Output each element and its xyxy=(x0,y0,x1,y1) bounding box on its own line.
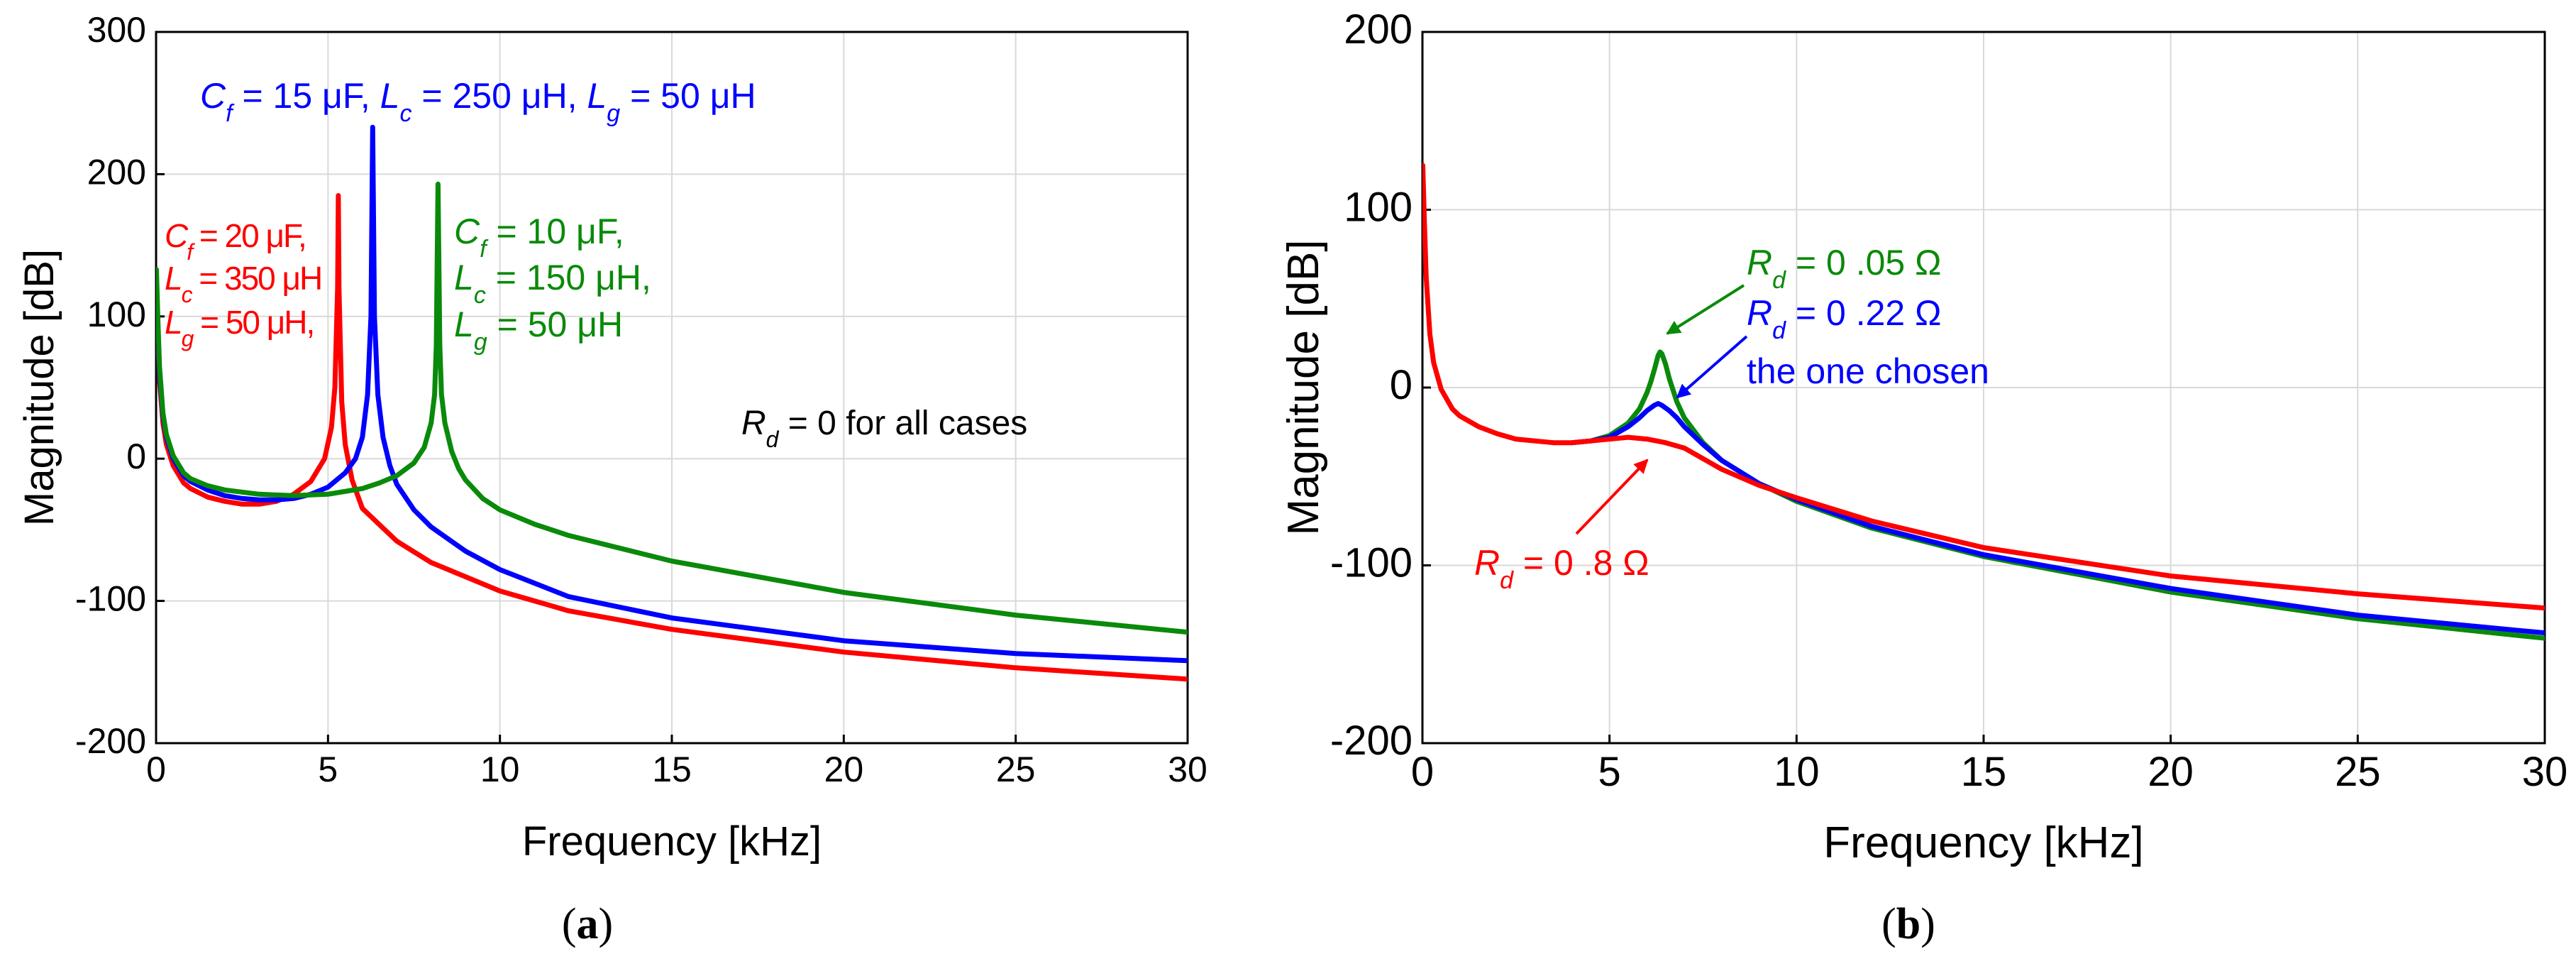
chart-b-xtick-label: 0 xyxy=(1411,749,1434,795)
chart-b-xtick-label: 25 xyxy=(2335,749,2381,795)
caption-b: (b) xyxy=(1881,900,1935,948)
chart-a-xtick-label: 20 xyxy=(824,750,864,789)
annotation-b-blue: Rd = 0 .22 Ω xyxy=(1747,293,1942,344)
annotation-a-blue: Cf = 15 μF, Lc = 250 μH, Lg = 50 μH xyxy=(200,76,756,127)
chart-a-ytick-label: 100 xyxy=(87,295,146,334)
chart-b-xtick-label: 30 xyxy=(2522,749,2568,795)
annotation-a-green-lc: Lc = 150 μH, xyxy=(454,258,651,309)
chart-b-ylabel: Magnitude [dB] xyxy=(1279,239,1328,535)
chart-b-xlabel: Frequency [kHz] xyxy=(1823,818,2143,867)
annotation-a-green-cf: Cf = 10 μF, xyxy=(454,212,624,263)
chart-b-xtick-label: 5 xyxy=(1598,749,1621,795)
chart-a-xtick-label: 5 xyxy=(318,750,338,789)
annotation-a-red-cf: Cf = 20 μF, xyxy=(165,217,306,265)
chart-b-xtick-label: 15 xyxy=(1961,749,2007,795)
annotation-b-blue-note: the one chosen xyxy=(1747,351,1989,391)
annotation-b-green: Rd = 0 .05 Ω xyxy=(1747,243,1942,294)
chart-a-xlabel: Frequency [kHz] xyxy=(522,818,822,865)
chart-a-ytick-label: 300 xyxy=(87,10,146,50)
chart-a-xtick-label: 30 xyxy=(1168,750,1207,789)
chart-b-ytick-label: -100 xyxy=(1330,540,1413,586)
chart-a-ytick-label: 200 xyxy=(87,152,146,192)
chart-b-xtick-label: 20 xyxy=(2147,749,2194,795)
chart-a-xtick-label: 0 xyxy=(146,750,166,789)
chart-b-xtick-label: 10 xyxy=(1774,749,1820,795)
chart-a-xtick-label: 15 xyxy=(652,750,692,789)
chart-a-grid xyxy=(156,32,1188,743)
annotation-a-red-lg: Lg = 50 μH, xyxy=(165,304,314,351)
chart-a-xtick-label: 10 xyxy=(480,750,520,789)
caption-a: (a) xyxy=(562,900,613,948)
chart-b-series-blue-line xyxy=(1569,401,2545,636)
chart-a: 0 5 10 15 20 25 30 -200 -100 0 100 200 300 Frequency… xyxy=(16,10,1207,948)
chart-a-series-red-line xyxy=(156,193,1188,682)
arrow-b-blue xyxy=(1676,335,1748,399)
chart-b-ytick-label: 100 xyxy=(1344,185,1413,231)
chart-a-ticks: 0 5 10 15 20 25 30 -200 -100 0 100 200 300 xyxy=(75,10,1207,789)
chart-b-ticks: 0 5 10 15 20 25 30 -200 -100 0 100 200 xyxy=(1330,6,2567,795)
annotation-a-green-lg: Lg = 50 μH xyxy=(454,305,623,356)
chart-a-series-green-line xyxy=(156,181,1188,635)
chart-b-grid xyxy=(1422,32,2545,743)
chart-a-ytick-label: -100 xyxy=(75,579,146,619)
arrow-b-red xyxy=(1575,459,1649,535)
chart-b-ytick-label: 200 xyxy=(1344,6,1413,53)
chart-a-ytick-label: -200 xyxy=(75,721,146,761)
chart-b-ytick-label: -200 xyxy=(1330,718,1413,764)
chart-b-series-red-line xyxy=(1422,163,2545,611)
chart-b-ytick-label: 0 xyxy=(1390,362,1413,408)
annotation-b-red: Rd = 0 .8 Ω xyxy=(1474,543,1649,594)
chart-b-series xyxy=(1422,163,2545,641)
chart-a-series xyxy=(156,124,1188,682)
chart-a-ytick-label: 0 xyxy=(126,437,146,476)
chart-a-ylabel: Magnitude [dB] xyxy=(16,249,62,526)
chart-b: 0 5 10 15 20 25 30 -200 -100 0 100 200 Frequency [k… xyxy=(1279,6,2567,948)
chart-a-xtick-label: 25 xyxy=(996,750,1036,789)
annotation-a-red-lc: Lc = 350 μH xyxy=(165,260,321,307)
arrow-b-green xyxy=(1666,284,1745,335)
annotation-a-rd-note: Rd = 0 for all cases xyxy=(741,405,1027,452)
